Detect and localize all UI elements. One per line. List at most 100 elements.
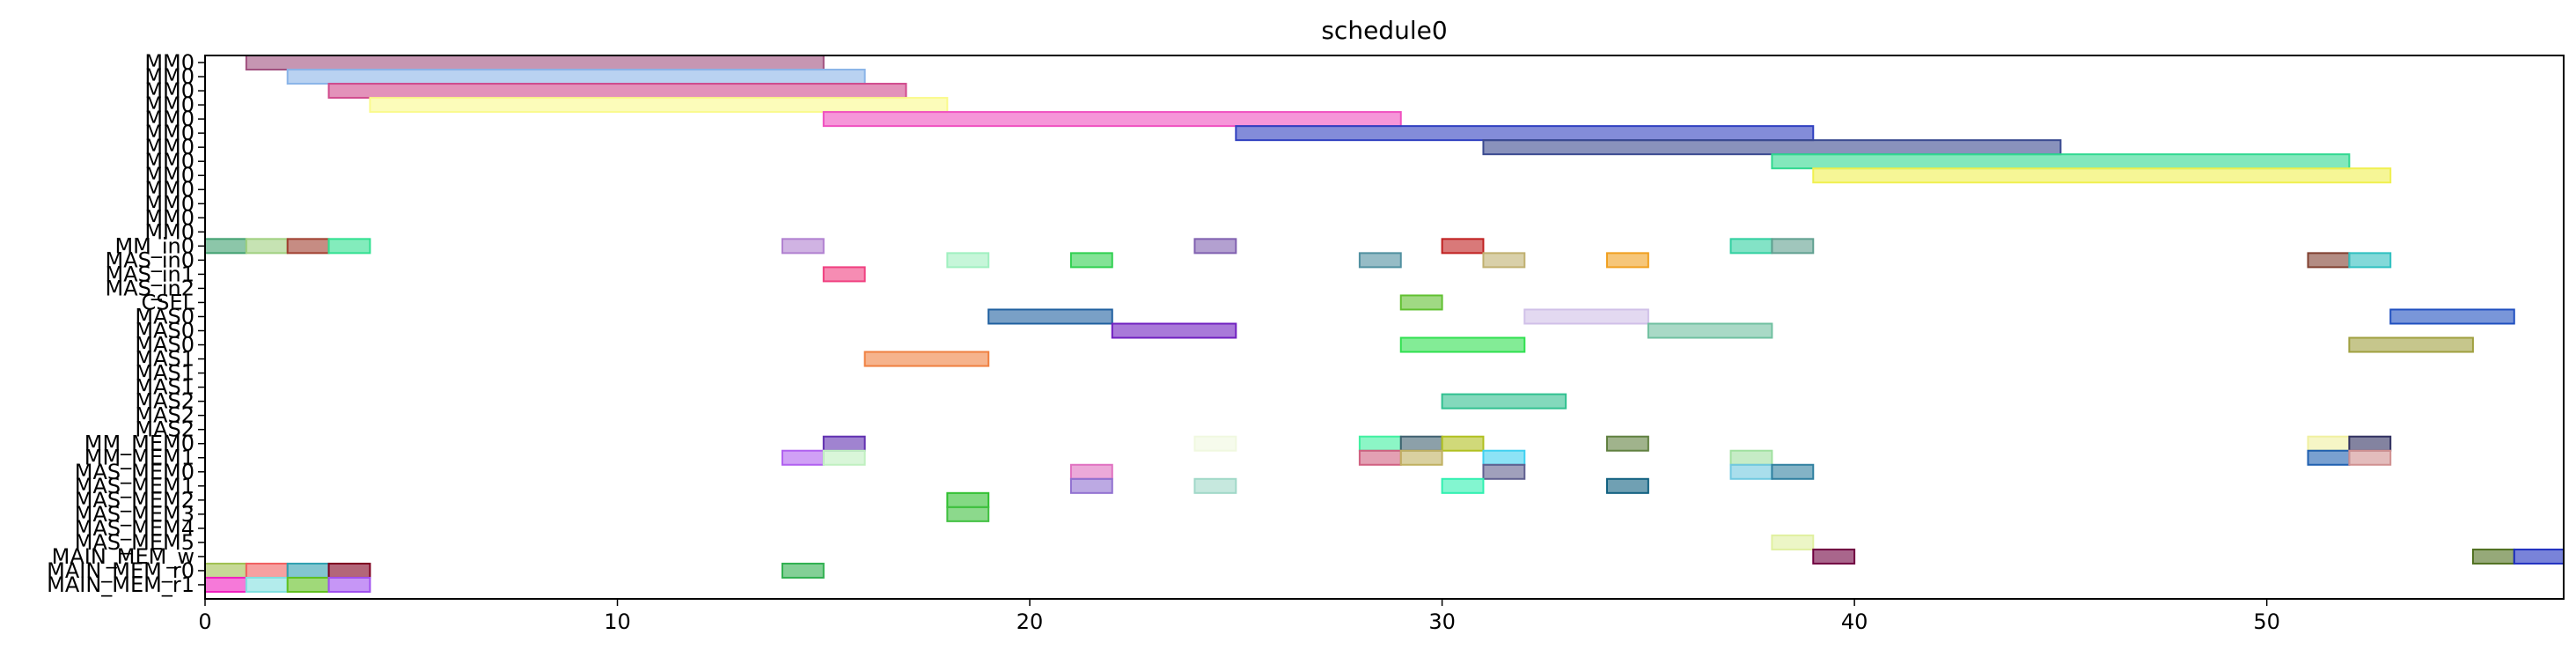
x-tick-label: 20: [1016, 609, 1044, 634]
task-bar: [286, 238, 330, 255]
y-tick-label: MAS1: [135, 347, 194, 372]
y-tick-label: MAIN_MEM_w: [52, 544, 194, 569]
task-bar: [1441, 238, 1485, 255]
task-bar: [1771, 238, 1815, 255]
task-bar: [1399, 336, 1526, 353]
task-bars: [204, 55, 2565, 593]
y-tick-label: MM0: [144, 191, 194, 216]
task-bar: [286, 576, 330, 593]
y-tick-label: MM_MEM1: [84, 446, 194, 470]
y-axis: MM0MM0MM0MM0MM0MM0MM0MM0MM0MM0MM0MM0MM0M…: [47, 50, 205, 597]
task-bar: [863, 351, 990, 367]
task-bar: [286, 562, 330, 579]
task-bar: [1441, 435, 1485, 452]
y-tick-label: MM0: [144, 177, 194, 202]
task-bar: [2348, 336, 2474, 353]
task-bar: [822, 266, 866, 283]
task-bar: [2307, 252, 2351, 269]
y-tick-label: MAS_MEM0: [75, 460, 194, 484]
x-tick-label: 30: [1428, 609, 1456, 634]
y-tick-label: MAS_MEM4: [75, 516, 194, 541]
task-bar: [327, 238, 371, 255]
task-bar: [1399, 435, 1443, 452]
task-bar: [1771, 153, 2351, 170]
task-bar: [1482, 252, 1526, 269]
x-axis: 0 10 20 30 40 50: [198, 599, 2280, 634]
task-bar: [327, 562, 371, 579]
chart-title: schedule0: [1321, 16, 1447, 45]
y-tick-label: CSEL: [141, 290, 194, 314]
task-bar: [1069, 477, 1113, 494]
y-tick-label: MM0: [144, 64, 194, 89]
y-tick-label: MAS_in1: [105, 262, 194, 286]
task-bar: [245, 238, 289, 255]
task-bar: [1771, 463, 1815, 480]
task-bar: [2307, 435, 2351, 452]
task-bar: [1482, 463, 1526, 480]
y-tick-label: MM0: [144, 107, 194, 131]
y-tick-label: MM_MEM0: [84, 432, 194, 456]
task-bar: [1482, 449, 1526, 466]
task-bar: [781, 238, 825, 255]
task-bar: [2307, 449, 2351, 466]
task-bar: [2348, 435, 2392, 452]
task-bar: [1441, 393, 1567, 410]
y-tick-label: MAS1: [135, 375, 194, 400]
y-tick-label: MAS0: [135, 319, 194, 343]
y-tick-label: MAS_in2: [105, 276, 194, 300]
task-bar: [1523, 308, 1649, 325]
task-bar: [822, 111, 1402, 128]
y-tick-label: MM_in0: [114, 233, 194, 258]
task-bar: [1812, 548, 1856, 565]
task-bar: [286, 69, 866, 85]
x-tick-label: 10: [604, 609, 631, 634]
task-bar: [1606, 252, 1649, 269]
y-tick-label: MM0: [144, 163, 194, 188]
task-bar: [1647, 322, 1773, 339]
task-bar: [2348, 449, 2392, 466]
task-bar: [1358, 435, 1402, 452]
y-tick-label: MM0: [144, 50, 194, 75]
task-bar: [1399, 294, 1443, 311]
y-tick-label: MAS2: [135, 417, 194, 442]
task-bar: [204, 576, 247, 593]
task-bar: [2348, 252, 2392, 269]
task-bar: [1069, 252, 1113, 269]
plot-frame: [204, 55, 2565, 600]
task-bar: [1482, 139, 2062, 156]
task-bar: [2389, 308, 2515, 325]
task-bar: [946, 491, 990, 508]
task-bar: [1399, 449, 1443, 466]
task-bar: [369, 97, 949, 114]
task-bar: [1235, 125, 1815, 142]
y-tick-label: MAS2: [135, 403, 194, 428]
task-bar: [1193, 238, 1237, 255]
y-tick-label: MM0: [144, 121, 194, 145]
task-bar: [781, 449, 825, 466]
task-bar: [1111, 322, 1237, 339]
y-tick-label: MM0: [144, 149, 194, 173]
task-bar: [204, 562, 247, 579]
task-bar: [327, 83, 907, 100]
task-bar: [245, 562, 289, 579]
task-bar: [204, 238, 247, 255]
task-bar: [946, 506, 990, 522]
y-tick-label: MAS0: [135, 333, 194, 358]
task-bar: [1771, 534, 1815, 550]
y-tick-label: MAS_MEM1: [75, 474, 194, 498]
task-bar: [1193, 435, 1237, 452]
y-tick-label: MAS_in0: [105, 247, 194, 272]
y-tick-label: MAIN_MEM_r0: [47, 558, 194, 583]
y-tick-label: MM0: [144, 92, 194, 117]
x-tick-label: 40: [1841, 609, 1868, 634]
task-bar: [987, 308, 1113, 325]
task-bar: [245, 576, 289, 593]
task-bar: [1729, 449, 1773, 466]
y-tick-label: MAS2: [135, 389, 194, 414]
task-bar: [1606, 477, 1649, 494]
y-tick-label: MAS_MEM5: [75, 530, 194, 555]
task-bar: [1729, 238, 1773, 255]
task-bar: [1441, 477, 1485, 494]
task-bar: [1606, 435, 1649, 452]
